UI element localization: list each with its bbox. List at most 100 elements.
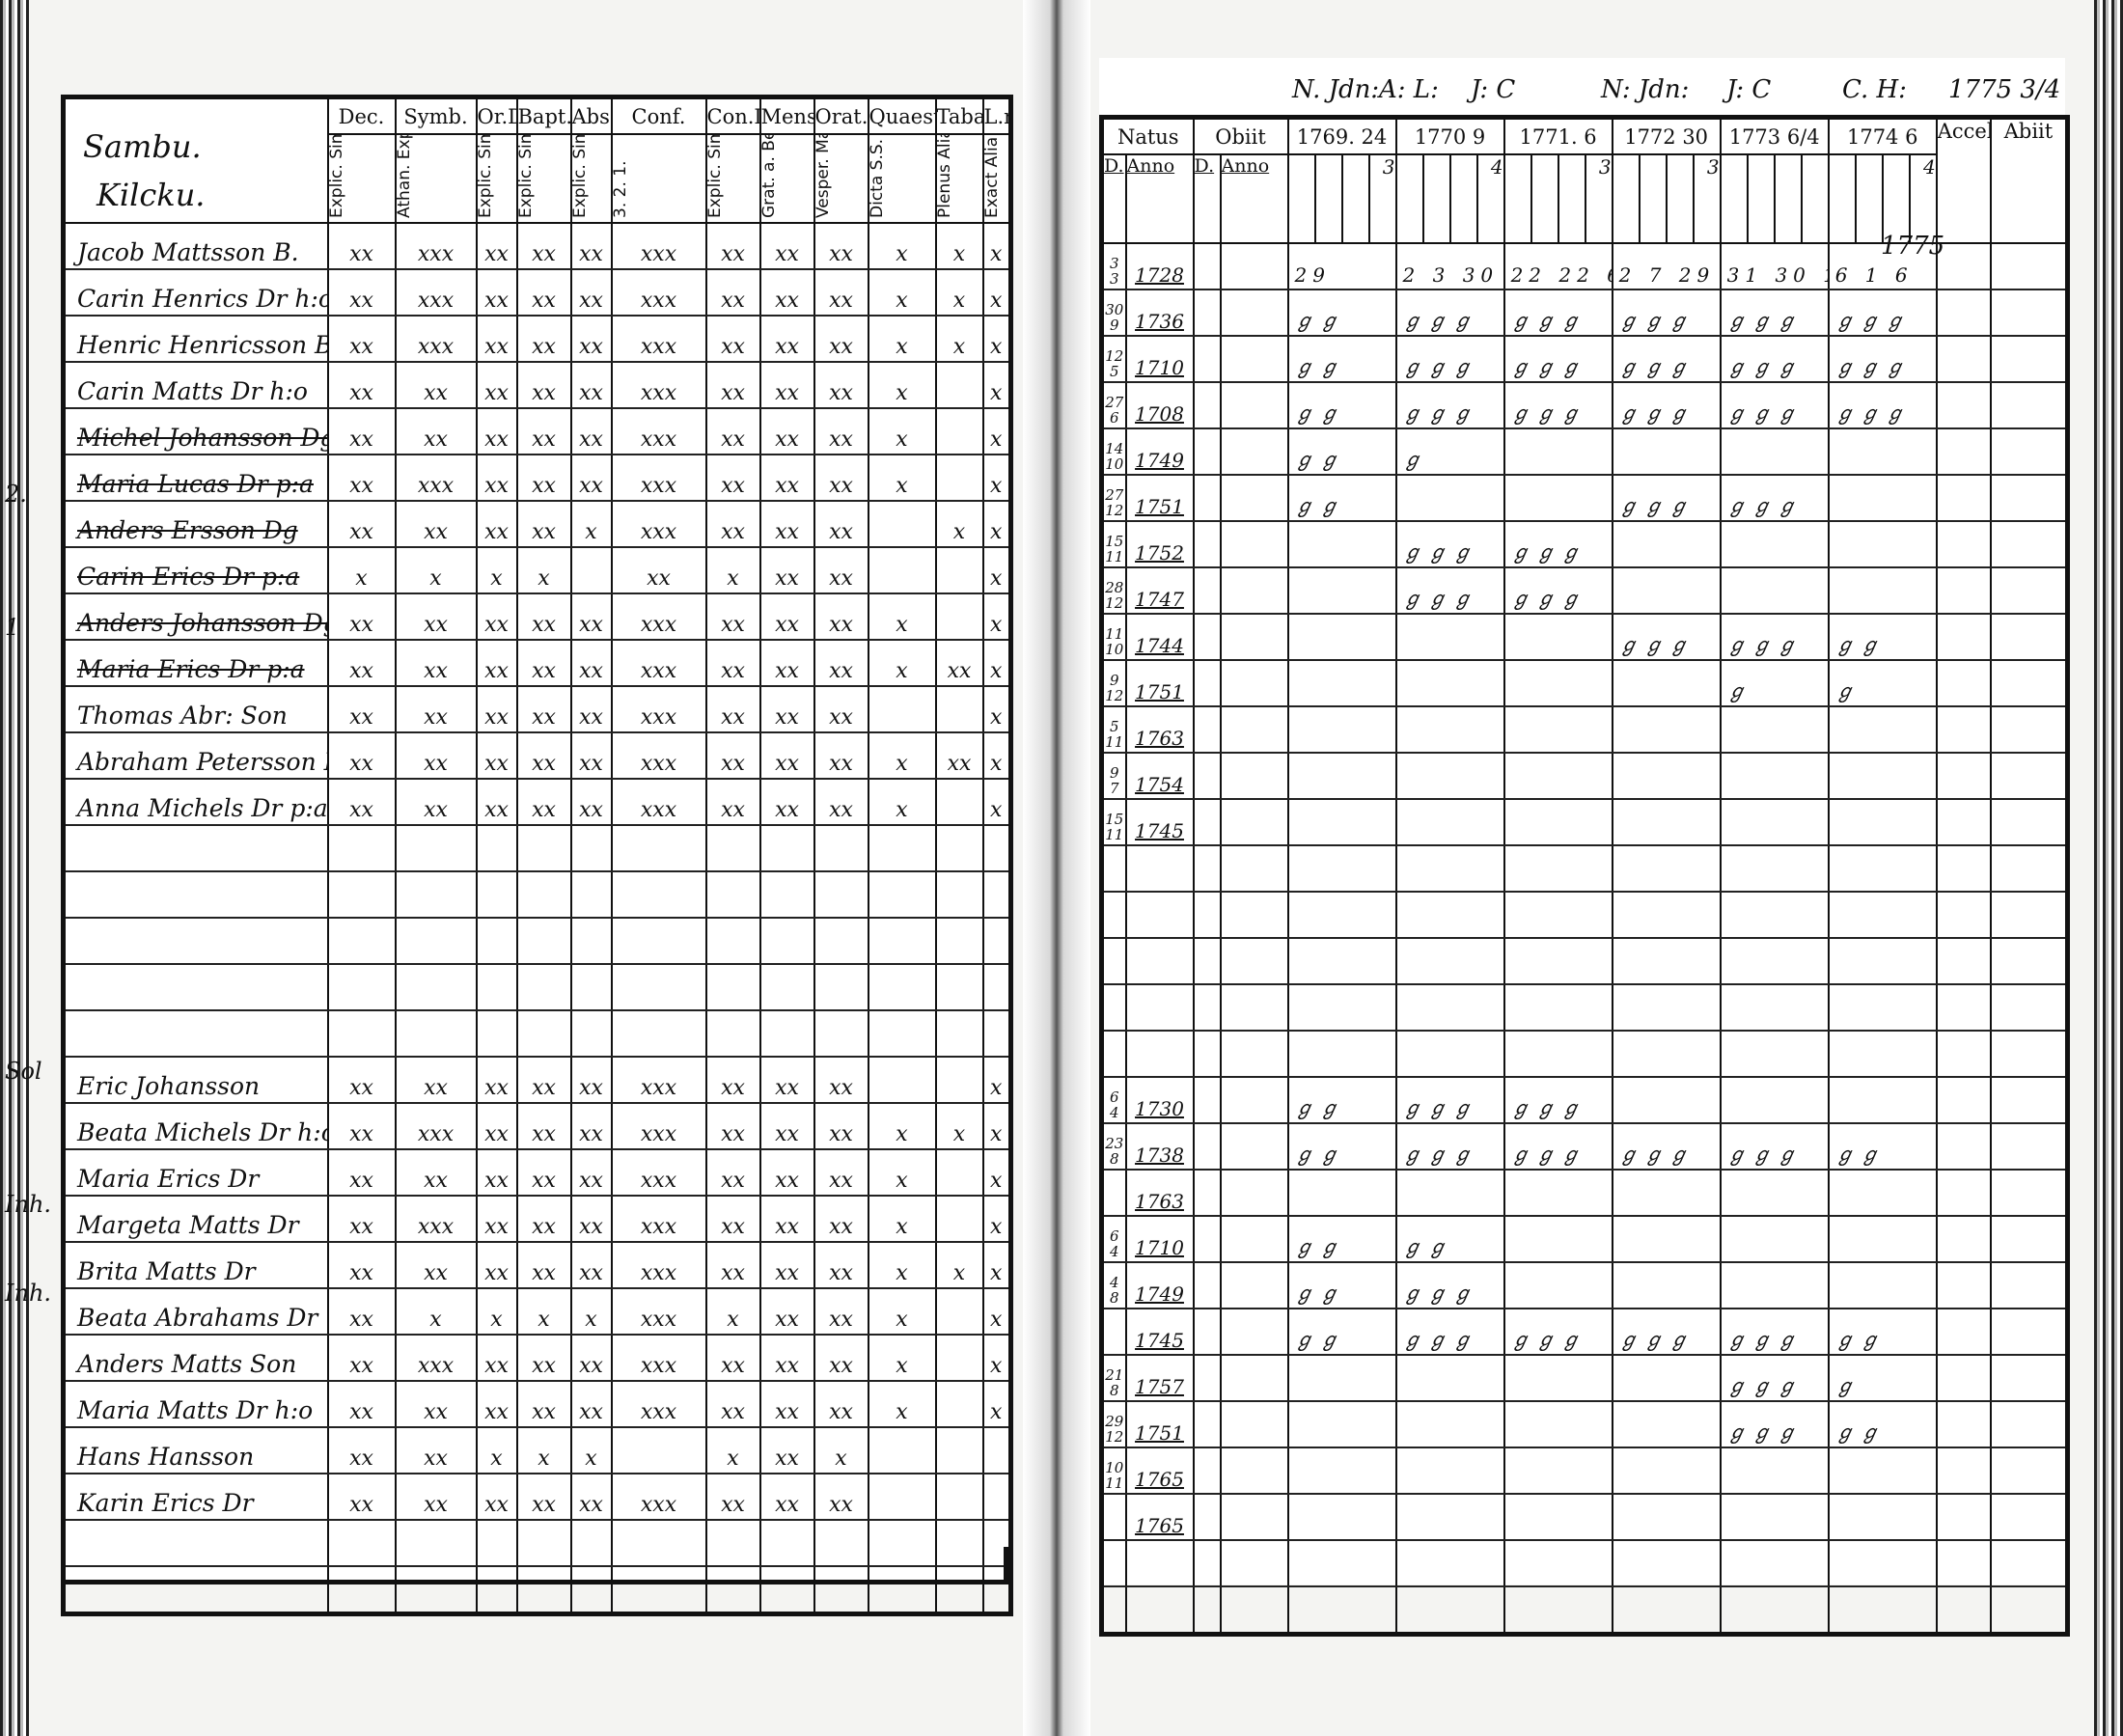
year-exam-marks	[1827, 475, 1938, 522]
mark-cell: xx	[758, 1057, 815, 1104]
birth-day: 4	[1109, 1274, 1119, 1291]
mark-cell: x	[515, 1288, 572, 1336]
mark-cell: xx	[569, 640, 613, 687]
mark-cell: x	[867, 779, 937, 826]
year-exam-marks	[1394, 799, 1505, 846]
accel-cell	[1935, 984, 1992, 1032]
birth-day: 14	[1105, 440, 1124, 457]
year-exam-marks: ℊℊℊ	[1503, 521, 1613, 568]
mark-cell: xx	[813, 686, 869, 733]
year-exam-marks: ℊℊ	[1286, 336, 1397, 383]
year-exam-marks: 2 7 29	[1611, 243, 1722, 290]
death-day	[1192, 1586, 1222, 1636]
year-exam-marks: ℊℊ	[1286, 1216, 1397, 1263]
mark-cell: x	[981, 316, 1012, 363]
mark-cell	[394, 1010, 478, 1058]
year-exam-marks	[1611, 984, 1722, 1032]
death-year	[1219, 1586, 1289, 1636]
table-row: 27 6 1708 ℊℊ ℊℊℊ ℊℊℊ ℊℊℊ ℊℊℊ ℊℊℊ	[1100, 382, 2069, 429]
mark-cell: xx	[704, 455, 761, 502]
table-row	[1100, 892, 2069, 939]
person-name	[62, 1520, 329, 1567]
year-exam-marks	[1611, 428, 1722, 476]
column-subheader: Explic. Simpl.	[570, 134, 590, 218]
mark-cell	[981, 964, 1012, 1011]
mark-cell	[758, 871, 815, 919]
accel-cell	[1935, 660, 1992, 707]
mark-cell: xx	[813, 732, 869, 780]
death-year	[1219, 1355, 1289, 1402]
column-subheader: 3. 2. 1.	[611, 160, 630, 218]
death-year	[1219, 938, 1289, 985]
death-year	[1219, 567, 1289, 615]
birth-month: 7	[1109, 780, 1119, 797]
table-row: Maria Lucas Dr p:a xx xxx xx xx xx xxx xx xx xx x x	[62, 455, 1012, 502]
year-subcol	[1746, 154, 1776, 244]
death-year	[1219, 1494, 1289, 1541]
mark-cell	[867, 871, 937, 919]
birth-day-month	[1100, 1309, 1127, 1356]
mark-cell: xxx	[610, 1196, 707, 1243]
mark-cell	[813, 871, 869, 919]
death-year	[1219, 892, 1289, 939]
birth-year: 1751	[1124, 475, 1195, 522]
mark-cell: xx	[475, 455, 518, 502]
mark-cell	[867, 825, 937, 872]
year-exam-marks: ℊℊℊ	[1394, 289, 1505, 337]
mark-cell	[569, 825, 613, 872]
mark-cell: xx	[394, 1242, 478, 1289]
mark-cell: xx	[394, 362, 478, 409]
year-exam-marks: ℊℊℊ	[1827, 336, 1938, 383]
mark-cell	[326, 1520, 397, 1567]
death-day	[1192, 1031, 1222, 1078]
mark-cell	[610, 964, 707, 1011]
mark-cell	[610, 1010, 707, 1058]
mark-cell	[934, 964, 984, 1011]
birth-year: 1751	[1124, 1401, 1195, 1448]
death-year	[1219, 289, 1289, 337]
year-exam-marks: ℊℊℊ	[1719, 1123, 1830, 1171]
year-exam-marks	[1827, 799, 1938, 846]
mark-cell: xxx	[394, 1335, 478, 1382]
mark-cell	[867, 1566, 937, 1615]
mark-cell: xxx	[394, 455, 478, 502]
mark-cell: xx	[758, 686, 815, 733]
table-row: 9 7 1754	[1100, 753, 2069, 800]
mark-cell: xx	[394, 686, 478, 733]
year-exam-marks	[1394, 614, 1505, 661]
abiit-cell	[1989, 845, 2069, 893]
table-row: Thomas Abr: Son xx xx xx xx xx xxx xx xx xx x	[62, 686, 1012, 733]
mark-cell: xx	[515, 455, 572, 502]
mark-cell	[326, 964, 397, 1011]
mark-cell	[867, 501, 937, 548]
year-exam-marks	[1611, 845, 1722, 893]
death-day	[1192, 243, 1222, 290]
mark-cell	[981, 918, 1012, 965]
birth-day-month: 10 11	[1100, 1447, 1127, 1495]
year-exam-marks	[1394, 1447, 1505, 1495]
date-fraction: 11 10	[1104, 626, 1124, 657]
column-subheader: Grat. a. Bened.	[759, 134, 779, 218]
table-row: 12 5 1710 ℊℊ ℊℊℊ ℊℊℊ ℊℊℊ ℊℊℊ ℊℊℊ	[1100, 336, 2069, 383]
mark-cell: x	[981, 1288, 1012, 1336]
year-exam-marks: ℊℊℊ	[1503, 1309, 1613, 1356]
mark-cell	[758, 1010, 815, 1058]
year-exam-marks	[1286, 845, 1397, 893]
mark-cell	[394, 1566, 478, 1615]
mark-cell: xx	[515, 1242, 572, 1289]
mark-cell: xx	[515, 501, 572, 548]
column-header: Or.D	[475, 96, 518, 135]
mark-cell: x	[867, 1242, 937, 1289]
year-exam-marks: ℊℊ	[1394, 1216, 1505, 1263]
person-name: Brita Matts Dr	[62, 1242, 329, 1289]
abiit-cell	[1989, 799, 2069, 846]
mark-cell: xx	[758, 223, 815, 270]
mark-cell: xx	[758, 1288, 815, 1336]
death-year	[1219, 1262, 1289, 1309]
year-subcol	[1394, 154, 1424, 244]
year-exam-marks: 29	[1286, 243, 1397, 290]
mark-cell	[475, 825, 518, 872]
death-year	[1219, 1123, 1289, 1171]
birth-day: 23	[1105, 1135, 1124, 1152]
